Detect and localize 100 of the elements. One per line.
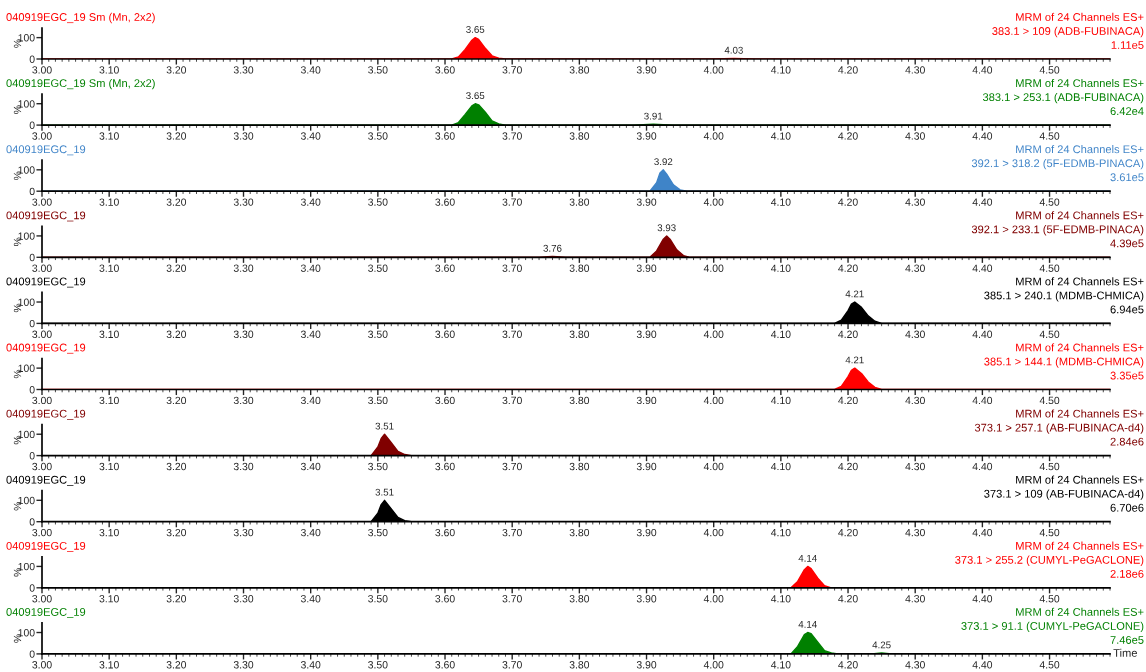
- x-tick-label: 3.10: [99, 66, 119, 74]
- x-tick-label: 4.20: [838, 198, 858, 206]
- x-tick-label: 4.10: [770, 661, 791, 669]
- text: MRM of 24 Channels ES+: [1016, 541, 1144, 550]
- x-tick-label: 3.50: [368, 132, 388, 140]
- x-tick-label: 4.30: [905, 330, 925, 338]
- text: 2.84e6: [1110, 437, 1144, 446]
- chart-title: 040919EGC_19: [6, 608, 86, 618]
- x-tick-label: 3.00: [32, 396, 52, 405]
- annotation: 392.1 > 318.2 (5F-EDMB-PINACA): [971, 159, 1144, 170]
- y-tick-label: 0: [29, 650, 35, 658]
- x-tick-label: 4.10: [770, 198, 791, 206]
- chart-title: 040919EGC_19: [6, 409, 86, 420]
- annotation: 383.1 > 253.1 (ADB-FUBINACA): [982, 92, 1144, 104]
- text: MRM of 24 Channels ES+: [1016, 277, 1144, 286]
- x-tick-label: 4.30: [905, 132, 925, 140]
- x-tick-label: 3.70: [502, 198, 522, 206]
- x-tick-label: 3.50: [368, 528, 388, 537]
- x-tick-label: 3.30: [233, 198, 254, 206]
- text: 2.18e6: [1110, 569, 1144, 578]
- x-tick-label: 3.60: [435, 264, 455, 272]
- x-tick-label: 4.50: [1039, 462, 1060, 471]
- annotation: 4.14: [798, 621, 817, 628]
- x-tick-label: 4.50: [1039, 396, 1060, 405]
- x-tick-label: 3.70: [502, 462, 522, 471]
- x-tick-label: 3.30: [233, 528, 254, 537]
- x-tick-label: 3.30: [233, 330, 254, 338]
- x-tick-label: 4.40: [972, 330, 993, 338]
- x-tick-label: 3.20: [166, 595, 187, 603]
- x-tick-label: 3.00: [32, 462, 52, 471]
- x-tick-label: 4.40: [972, 661, 993, 669]
- annotation: 4.14: [798, 554, 817, 562]
- x-tick-label: 3.30: [233, 132, 254, 140]
- x-tick-label: 3.90: [636, 396, 657, 405]
- x-tick-label: 4.10: [770, 132, 791, 140]
- annotation: 4.03: [724, 46, 743, 54]
- x-tick-label: 3.90: [636, 330, 657, 338]
- x-tick-label: 4.50: [1039, 595, 1060, 603]
- x-tick-label: 3.80: [569, 66, 590, 74]
- annotation: 4.21: [845, 356, 864, 364]
- x-tick-label: 4.30: [905, 595, 925, 603]
- x-tick-label: 4.50: [1039, 198, 1060, 206]
- annotation: 3.51: [375, 488, 394, 496]
- x-tick-label: 3.60: [435, 462, 455, 471]
- x-tick-label: 4.20: [838, 396, 858, 405]
- x-axis-title: Time: [1113, 648, 1137, 657]
- x-tick-label: 4.30: [905, 396, 925, 405]
- x-tick-label: 3.90: [636, 264, 657, 272]
- x-tick-label: 4.00: [703, 66, 724, 74]
- x-tick-label: 3.60: [435, 396, 455, 405]
- x-tick-label: 3.10: [99, 198, 119, 206]
- x-tick-label: 4.50: [1039, 661, 1060, 669]
- x-tick-label: 3.10: [99, 462, 119, 471]
- x-tick-label: 3.80: [569, 595, 590, 603]
- x-tick-label: 3.80: [569, 132, 590, 140]
- x-tick-label: 4.00: [703, 132, 724, 140]
- text: 6.94e5: [1110, 305, 1144, 314]
- chart-title: 040919EGC_19 Sm (Mn, 2x2): [6, 12, 155, 24]
- x-tick-label: 3.10: [99, 264, 119, 272]
- x-tick-label: 3.40: [300, 198, 321, 206]
- text: MRM of 24 Channels ES+: [1016, 145, 1144, 154]
- x-tick-label: 4.10: [770, 595, 791, 603]
- x-tick-label: 3.80: [569, 661, 590, 669]
- y-tick-label: 0: [29, 452, 35, 460]
- x-tick-label: 4.10: [770, 462, 791, 471]
- y-tick-label: 0: [29, 319, 35, 328]
- x-tick-label: 4.30: [905, 661, 925, 669]
- y-tick-label: 100: [18, 364, 35, 372]
- y-tick-label: 0: [29, 55, 35, 63]
- x-tick-label: 4.00: [703, 462, 724, 471]
- x-tick-label: 3.20: [166, 528, 187, 537]
- x-tick-label: 3.60: [435, 661, 455, 669]
- x-tick-label: 3.90: [636, 132, 657, 140]
- x-tick-label: 3.10: [99, 132, 119, 140]
- x-tick-label: 3.00: [32, 330, 52, 338]
- x-tick-label: 4.40: [972, 198, 993, 206]
- annotation: 3.51: [375, 422, 394, 430]
- annotation: 373.1 > 91.1 (CUMYL-PeGACLONE): [961, 621, 1144, 633]
- x-tick-label: 3.00: [32, 264, 52, 272]
- x-tick-label: 3.20: [166, 330, 187, 338]
- x-tick-label: 3.80: [569, 330, 590, 338]
- x-tick-label: 4.20: [838, 66, 858, 74]
- text: MRM of 24 Channels ES+: [1016, 211, 1144, 220]
- x-tick-label: 4.20: [838, 330, 858, 338]
- x-tick-label: 3.60: [435, 66, 455, 74]
- x-tick-label: 3.40: [300, 330, 321, 338]
- x-tick-label: 4.10: [770, 330, 791, 338]
- x-tick-label: 3.00: [32, 528, 52, 537]
- x-tick-label: 4.30: [905, 462, 925, 471]
- x-tick-label: 3.20: [166, 132, 187, 140]
- annotation: 392.1 > 233.1 (5F-EDMB-PINACA): [971, 225, 1144, 236]
- annotation: 4.25: [872, 641, 891, 649]
- text: 4.39e5: [1110, 239, 1144, 248]
- x-tick-label: 4.00: [703, 528, 724, 537]
- x-tick-label: 3.30: [233, 66, 254, 74]
- x-tick-label: 4.00: [703, 661, 724, 669]
- y-tick-label: 0: [29, 253, 35, 262]
- x-tick-label: 3.80: [569, 264, 590, 272]
- y-tick-label: 0: [29, 187, 35, 196]
- x-tick-label: 3.90: [636, 528, 657, 537]
